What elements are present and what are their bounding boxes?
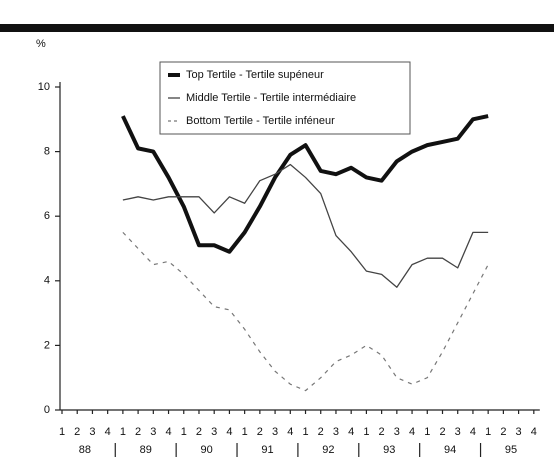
year-label: 88 bbox=[79, 444, 91, 456]
year-label: 91 bbox=[261, 444, 273, 456]
x-tick-label: 2 bbox=[135, 426, 141, 438]
x-tick-label: 2 bbox=[318, 426, 324, 438]
x-tick-label: 4 bbox=[531, 426, 537, 438]
year-label: 95 bbox=[505, 444, 517, 456]
series-line bbox=[122, 231, 489, 392]
x-tick-label: 2 bbox=[500, 426, 506, 438]
x-tick-label: 4 bbox=[165, 426, 171, 438]
y-tick-label: 10 bbox=[38, 81, 50, 93]
x-tick-label: 2 bbox=[257, 426, 263, 438]
y-tick-label: 4 bbox=[44, 275, 50, 287]
x-tick-label: 1 bbox=[424, 426, 430, 438]
x-tick-label: 1 bbox=[242, 426, 248, 438]
legend-label: Bottom Tertile - Tertile inféneur bbox=[186, 115, 335, 127]
year-label: 90 bbox=[200, 444, 212, 456]
x-tick-label: 1 bbox=[120, 426, 126, 438]
top-rule bbox=[0, 24, 554, 32]
x-tick-label: 3 bbox=[333, 426, 339, 438]
year-label: 89 bbox=[140, 444, 152, 456]
legend-label: Top Tertile - Tertile supéneur bbox=[186, 69, 324, 81]
x-tick-label: 4 bbox=[409, 426, 415, 438]
y-tick-label: 0 bbox=[44, 404, 50, 416]
x-tick-label: 3 bbox=[211, 426, 217, 438]
x-tick-label: 3 bbox=[150, 426, 156, 438]
x-tick-label: 3 bbox=[394, 426, 400, 438]
legend-box bbox=[159, 61, 411, 135]
x-tick-label: 4 bbox=[105, 426, 111, 438]
year-label: 94 bbox=[444, 444, 456, 456]
x-tick-label: 3 bbox=[272, 426, 278, 438]
x-tick-label: 3 bbox=[455, 426, 461, 438]
x-tick-label: 2 bbox=[379, 426, 385, 438]
x-tick-label: 4 bbox=[226, 426, 232, 438]
x-tick-label: 3 bbox=[89, 426, 95, 438]
series-line bbox=[122, 163, 489, 288]
x-tick-label: 1 bbox=[302, 426, 308, 438]
x-tick-label: 2 bbox=[196, 426, 202, 438]
x-tick-label: 4 bbox=[287, 426, 293, 438]
x-tick-label: 1 bbox=[485, 426, 491, 438]
x-tick-label: 3 bbox=[516, 426, 522, 438]
year-label: 93 bbox=[383, 444, 395, 456]
y-tick-label: 6 bbox=[44, 210, 50, 222]
year-label: 92 bbox=[322, 444, 334, 456]
series-line bbox=[121, 114, 489, 254]
legend-label: Middle Tertile - Tertile intermédiaire bbox=[186, 92, 356, 104]
x-tick-label: 4 bbox=[348, 426, 354, 438]
x-tick-label: 4 bbox=[470, 426, 476, 438]
x-tick-label: 1 bbox=[59, 426, 65, 438]
x-tick-label: 1 bbox=[181, 426, 187, 438]
y-tick-label: 8 bbox=[44, 146, 50, 158]
x-tick-label: 1 bbox=[363, 426, 369, 438]
y-tick-label: 2 bbox=[44, 339, 50, 351]
x-tick-label: 2 bbox=[439, 426, 445, 438]
x-tick-label: 2 bbox=[74, 426, 80, 438]
y-axis-label: % bbox=[36, 38, 46, 50]
